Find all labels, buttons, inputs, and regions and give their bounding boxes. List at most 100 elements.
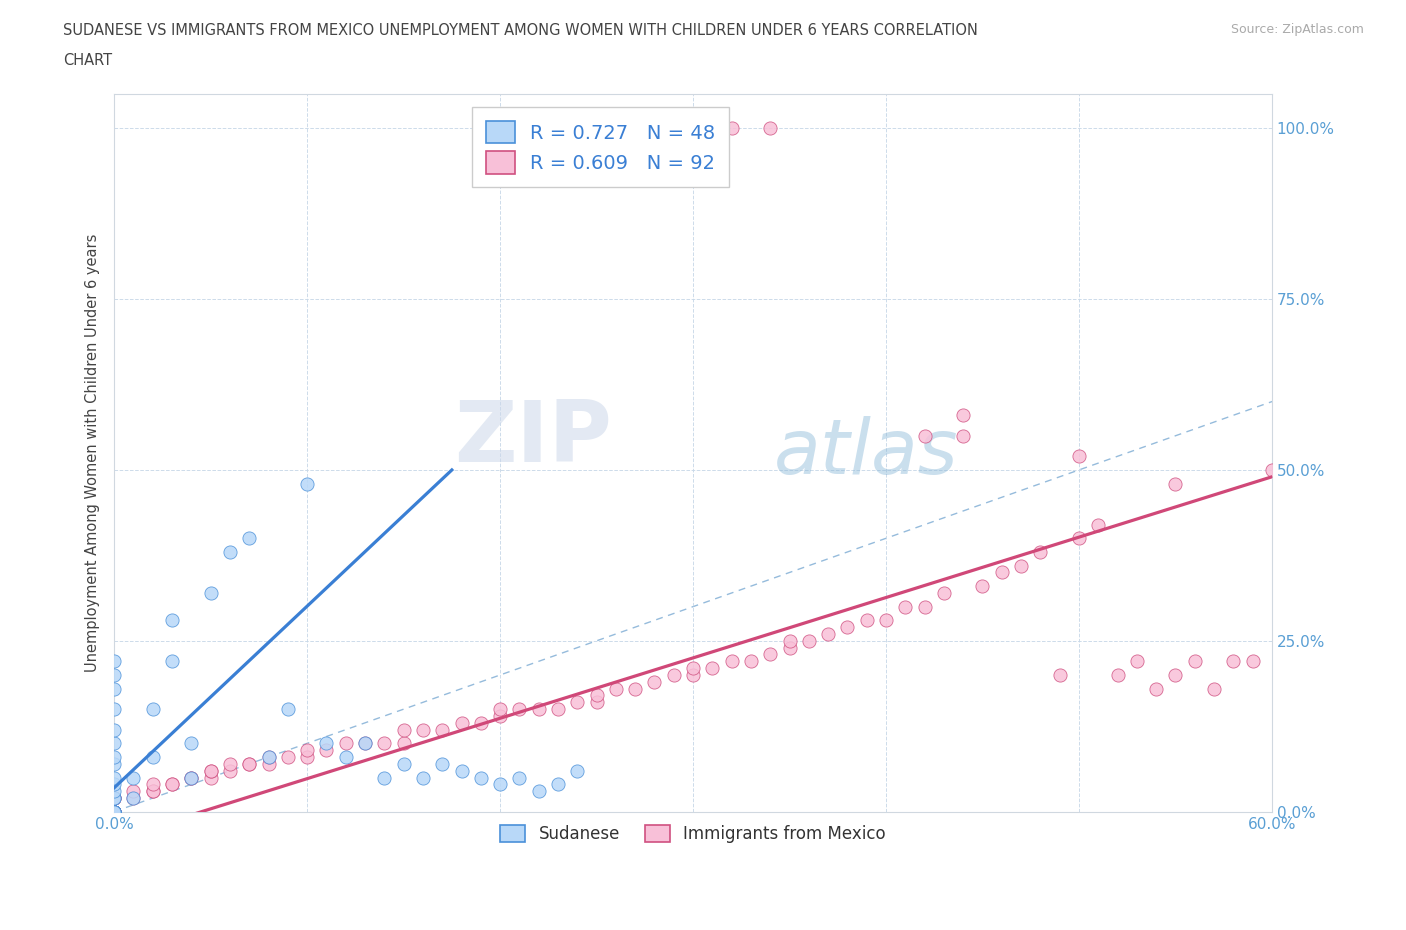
Point: [508, 770, 530, 785]
Point: [720, 654, 742, 669]
Point: [180, 770, 202, 785]
Point: [238, 756, 260, 771]
Point: [875, 613, 897, 628]
Point: [1029, 545, 1052, 560]
Point: [702, 660, 724, 675]
Point: [1184, 654, 1206, 669]
Text: CHART: CHART: [63, 53, 112, 68]
Point: [1049, 668, 1071, 683]
Point: [180, 770, 202, 785]
Point: [837, 619, 859, 634]
Point: [605, 681, 627, 696]
Point: [489, 777, 512, 791]
Point: [103, 804, 125, 819]
Text: atlas: atlas: [775, 416, 959, 490]
Point: [103, 790, 125, 805]
Point: [103, 702, 125, 717]
Point: [1087, 517, 1109, 532]
Point: [277, 750, 299, 764]
Point: [392, 723, 415, 737]
Point: [682, 668, 704, 683]
Point: [373, 770, 395, 785]
Point: [238, 756, 260, 771]
Point: [103, 804, 125, 819]
Point: [103, 736, 125, 751]
Point: [142, 702, 165, 717]
Point: [450, 715, 472, 730]
Point: [952, 408, 974, 423]
Point: [122, 790, 145, 805]
Point: [662, 668, 685, 683]
Point: [489, 709, 512, 724]
Point: [797, 633, 820, 648]
Point: [432, 756, 454, 771]
Point: [257, 750, 280, 764]
Point: [142, 784, 165, 799]
Legend: Sudanese, Immigrants from Mexico: Sudanese, Immigrants from Mexico: [494, 818, 893, 850]
Point: [759, 121, 782, 136]
Point: [779, 640, 801, 655]
Point: [470, 770, 492, 785]
Point: [103, 804, 125, 819]
Point: [1067, 449, 1090, 464]
Point: [103, 756, 125, 771]
Point: [1010, 558, 1032, 573]
Point: [122, 770, 145, 785]
Point: [972, 578, 994, 593]
Point: [894, 599, 917, 614]
Point: [759, 647, 782, 662]
Point: [200, 770, 222, 785]
Point: [567, 695, 589, 710]
Point: [103, 790, 125, 805]
Point: [508, 702, 530, 717]
Point: [219, 545, 242, 560]
Point: [470, 715, 492, 730]
Point: [412, 770, 434, 785]
Point: [103, 804, 125, 819]
Point: [103, 804, 125, 819]
Point: [103, 750, 125, 764]
Point: [914, 429, 936, 444]
Point: [567, 764, 589, 778]
Point: [142, 750, 165, 764]
Point: [315, 743, 337, 758]
Point: [1164, 668, 1187, 683]
Point: [103, 784, 125, 799]
Point: [914, 599, 936, 614]
Point: [180, 770, 202, 785]
Point: [547, 702, 569, 717]
Point: [103, 770, 125, 785]
Point: [1126, 654, 1149, 669]
Point: [160, 777, 183, 791]
Point: [257, 750, 280, 764]
Point: [392, 756, 415, 771]
Point: [527, 784, 550, 799]
Point: [103, 790, 125, 805]
Point: [1144, 681, 1167, 696]
Point: [200, 764, 222, 778]
Point: [295, 476, 318, 491]
Point: [932, 586, 955, 601]
Point: [295, 750, 318, 764]
Point: [585, 688, 607, 703]
Point: [412, 723, 434, 737]
Point: [527, 702, 550, 717]
Point: [103, 777, 125, 791]
Point: [643, 674, 665, 689]
Point: [103, 804, 125, 819]
Point: [1202, 681, 1225, 696]
Point: [103, 804, 125, 819]
Point: [103, 804, 125, 819]
Point: [315, 736, 337, 751]
Point: [122, 790, 145, 805]
Text: ZIP: ZIP: [454, 397, 612, 480]
Point: [952, 429, 974, 444]
Point: [277, 702, 299, 717]
Point: [160, 777, 183, 791]
Point: [122, 784, 145, 799]
Point: [219, 764, 242, 778]
Point: [219, 756, 242, 771]
Point: [103, 654, 125, 669]
Point: [817, 627, 839, 642]
Point: [1261, 462, 1284, 477]
